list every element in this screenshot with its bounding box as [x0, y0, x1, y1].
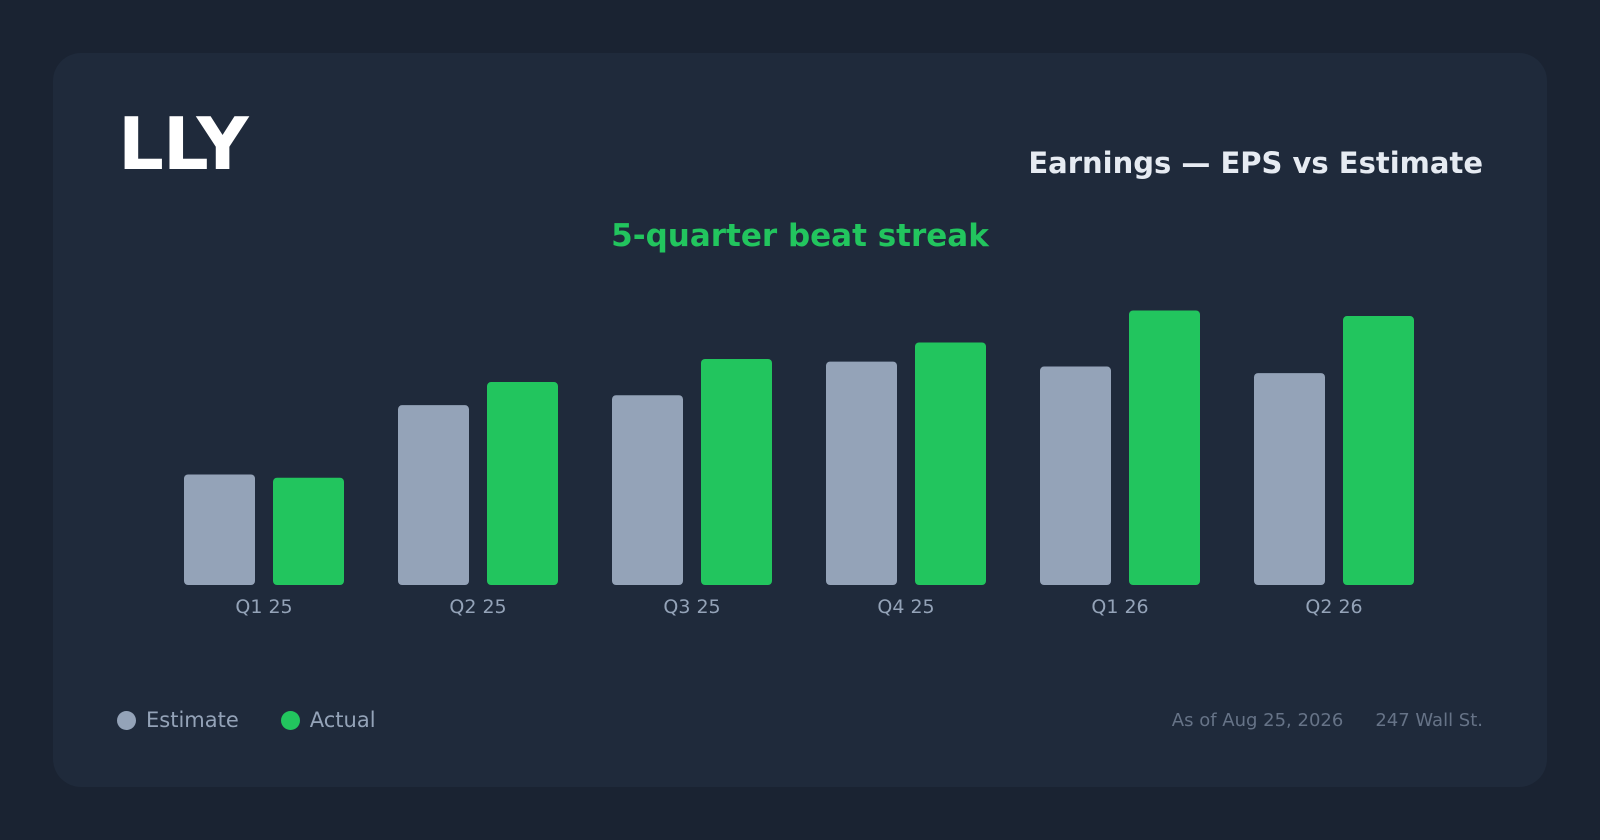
legend-label-estimate: Estimate [146, 708, 239, 732]
bar-estimate-q2-26 [1254, 373, 1325, 585]
bar-actual-q3-25 [701, 358, 772, 585]
tick-label-q2-26: Q2 26 [1305, 596, 1362, 618]
tick-label-q1-25: Q1 25 [235, 596, 292, 618]
tick-label-q2-25: Q2 25 [449, 596, 506, 618]
bar-estimate-q4-25 [826, 361, 897, 585]
chart-subtitle: 5-quarter beat streak [611, 218, 989, 254]
bar-actual-q1-25 [273, 477, 344, 585]
bar-estimate-q3-25 [612, 395, 683, 585]
bar-estimate-q1-25 [184, 474, 255, 585]
source-label: 247 Wall St. [1375, 710, 1483, 731]
chart-card: LLY Earnings — EPS vs Estimate 5-quarter… [53, 53, 1547, 787]
legend: Estimate Actual [117, 708, 418, 732]
bar-estimate-q2-25 [398, 405, 469, 585]
bar-actual-q1-26 [1129, 310, 1200, 585]
ticker-symbol: LLY [118, 102, 249, 186]
bar-chart: Q1 25 Q2 25 Q3 25 Q4 25 Q1 26 Q2 26 [184, 310, 1414, 618]
as-of-date: As of Aug 25, 2026 [1171, 710, 1344, 731]
legend-label-actual: Actual [309, 708, 376, 732]
tick-label-q4-25: Q4 25 [877, 596, 934, 618]
estimate-swatch-icon [117, 710, 136, 730]
tick-label-q3-25: Q3 25 [663, 596, 720, 618]
bar-actual-q2-26 [1343, 316, 1414, 585]
actual-swatch-icon [280, 710, 300, 730]
legend-item-actual: Actual [280, 708, 376, 732]
bar-actual-q4-25 [915, 342, 986, 585]
chart-title: Earnings — EPS vs Estimate [1028, 146, 1483, 180]
bar-actual-q2-25 [487, 382, 558, 585]
footer: As of Aug 25, 2026 247 Wall St. [1172, 710, 1483, 731]
tick-label-q1-26: Q1 26 [1091, 596, 1148, 618]
bar-estimate-q1-26 [1040, 366, 1111, 585]
legend-item-estimate: Estimate [117, 708, 239, 732]
